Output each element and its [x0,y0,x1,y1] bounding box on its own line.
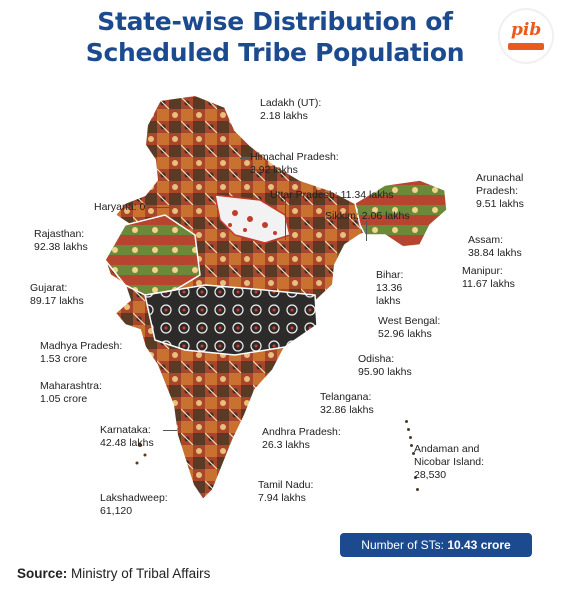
label-himachal-pradesh: Himachal Pradesh: 3.92 lakhs [250,151,339,176]
leader-himachal [240,158,250,159]
label-rajasthan: Rajasthan: 92.38 lakhs [34,228,88,253]
label-arunachal-pradesh: Arunachal Pradesh: 9.51 lakhs [476,172,524,210]
label-west-bengal: West Bengal: 52.96 lakhs [378,315,441,340]
label-andaman-nicobar: Andaman and Nicobar Island: 28,530 [414,443,485,481]
summary-value: 10.43 crore [447,538,511,552]
label-uttar-pradesh: Uttar Pradesh: 11.34 lakhs [270,189,394,201]
label-telangana: Telangana: 32.86 lakhs [320,391,374,416]
pib-logo: pib [500,10,552,62]
label-lakshadweep: Lakshadweep: 61,120 [100,492,168,517]
lakshadweep-dots [135,443,147,465]
western-region [104,214,201,296]
label-bihar: Bihar: 13.36 lakhs [376,269,404,307]
india-map [103,93,448,502]
label-sikkim: Sikkim: 2.06 lakhs [325,210,410,222]
label-madhya-pradesh: Madhya Pradesh: 1.53 crore [40,340,123,365]
central-region [144,284,318,356]
leader-karnataka [163,430,177,431]
label-assam: Assam: 38.84 lakhs [468,234,522,259]
summary-badge: Number of STs: 10.43 crore [340,533,532,557]
label-manipur: Manipur: 11.67 lakhs [462,265,515,290]
pib-logo-band [508,43,544,50]
summary-label: Number of STs: [361,538,444,552]
uttar-pradesh-pattern [228,210,277,235]
label-karnataka: Karnataka: 42.48 lakhs [100,424,154,449]
source-label: Source: [17,566,68,581]
source-footer: Source: Ministry of Tribal Affairs [17,566,210,581]
label-haryana: Haryana: 0 [94,201,146,213]
page-title: State-wise Distribution of Scheduled Tri… [40,6,510,68]
title-line-1: State-wise Distribution of [97,7,453,36]
label-gujarat: Gujarat: 89.17 lakhs [30,282,84,307]
northeast-region [354,179,448,248]
leader-uttar-pradesh [285,200,286,240]
label-tamil-nadu: Tamil Nadu: 7.94 lakhs [258,479,314,504]
leader-sikkim [366,221,367,241]
pib-logo-text: pib [511,20,542,40]
label-odisha: Odisha: 95.90 lakhs [358,353,412,378]
source-text: Ministry of Tribal Affairs [71,566,211,581]
title-line-2: Scheduled Tribe Population [85,38,465,67]
label-ladakh: Ladakh (UT): 2.18 lakhs [260,97,322,122]
leader-haryana [147,207,169,208]
label-andhra-pradesh: Andhra Pradesh: 26.3 lakhs [262,426,341,451]
label-maharashtra: Maharashtra: 1.05 crore [40,380,102,405]
